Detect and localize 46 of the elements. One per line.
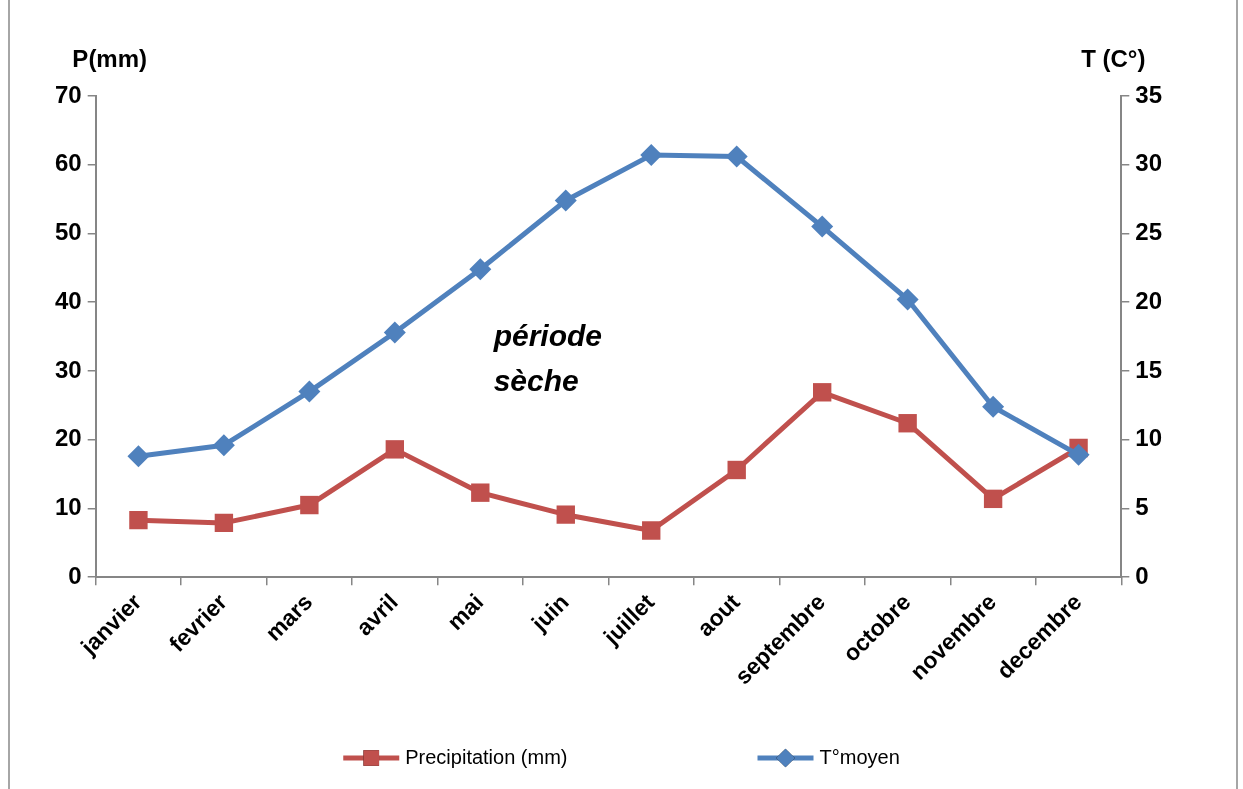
y-tick-label: 20 (54, 424, 82, 452)
point (983, 489, 1003, 509)
point (725, 145, 748, 168)
y2-tick-label: 15 (1135, 355, 1163, 383)
y-tick-label: 10 (54, 493, 82, 521)
point (812, 383, 832, 402)
annotation: période sèche (492, 319, 602, 398)
y-tick-label: 60 (54, 149, 82, 177)
y2-tick-label: 20 (1135, 286, 1163, 314)
point (214, 513, 234, 533)
y-tick-label: 50 (54, 218, 82, 246)
point (471, 483, 490, 502)
y2-tick-label: 0 (1135, 561, 1149, 589)
y2-tick-label: 5 (1135, 493, 1149, 521)
point (1067, 443, 1090, 466)
y2-tick-label: 25 (1135, 218, 1163, 246)
x-tick-label: juin (525, 588, 574, 637)
point (385, 440, 405, 459)
point (212, 434, 235, 457)
point (898, 414, 917, 433)
y-tick-label: 40 (54, 286, 82, 314)
point (129, 510, 148, 530)
point (642, 521, 661, 540)
y2-axis-title: T (C°) (1081, 45, 1146, 72)
point (811, 215, 834, 238)
y2-tick-label: 30 (1135, 149, 1163, 177)
point (554, 189, 577, 212)
point (727, 460, 746, 480)
point (383, 321, 406, 344)
legend-label: T°moyen (819, 745, 900, 768)
y-tick-label: 0 (68, 561, 82, 589)
point (640, 144, 663, 167)
point (127, 445, 150, 468)
y-tick-label: 70 (54, 80, 82, 108)
point (300, 495, 319, 515)
y2-tick-label: 35 (1135, 80, 1163, 108)
point (982, 395, 1005, 418)
point (896, 288, 919, 311)
point (469, 258, 492, 281)
point (298, 380, 321, 403)
x-tick-label: mai (441, 588, 489, 636)
y-tick-label: 30 (54, 355, 82, 383)
point (556, 505, 575, 524)
y2-tick-label: 10 (1135, 424, 1163, 452)
legend-label: Precipitation (mm) (405, 745, 568, 768)
y-axis-title: P(mm) (72, 45, 148, 72)
